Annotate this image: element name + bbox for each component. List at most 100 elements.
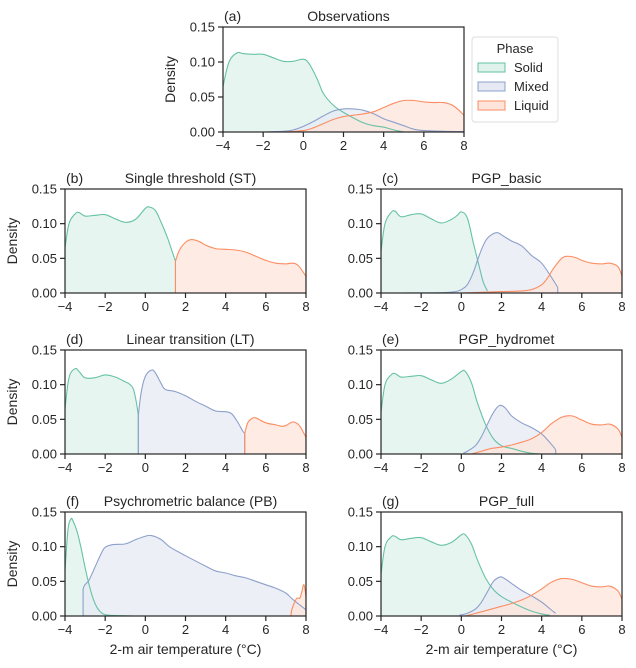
legend-swatch-mixed — [477, 81, 506, 92]
y-tick-label: 0.00 — [348, 286, 373, 301]
y-tick-label: 0.15 — [32, 182, 57, 197]
panel-g: −4 −2 0 2 4 6 8 0.00 0.05 0.10 0.15 (g) PGP_full 2-m … — [348, 493, 626, 657]
x-tick-label: 0 — [458, 622, 465, 637]
panel-d: −4 −2 0 2 4 6 8 0.00 0.05 0.10 0.15 (d) Linear trans… — [4, 331, 310, 475]
y-tick-label: 0.05 — [32, 251, 57, 266]
x-tick-label: 8 — [302, 460, 309, 475]
y-tick-label: 0.05 — [190, 90, 215, 105]
legend-swatch-solid — [477, 62, 506, 73]
area-mixed-c — [401, 232, 558, 293]
plot-area-a — [223, 51, 464, 132]
x-tick-label: −4 — [374, 299, 389, 314]
x-tick-label: 8 — [460, 138, 467, 153]
area-liquid-c — [461, 256, 622, 293]
y-tick-label: 0.05 — [32, 412, 57, 427]
x-tick-label: −4 — [58, 460, 73, 475]
area-solid-d — [65, 368, 139, 454]
area-liquid-f — [290, 584, 306, 616]
area-liquid-d — [244, 417, 306, 454]
line-solid-g — [381, 533, 550, 616]
x-tick-label: −2 — [98, 299, 113, 314]
line-liquid-d — [244, 417, 306, 438]
y-axis-title: Density — [162, 56, 178, 103]
plot-area-f — [65, 517, 306, 616]
panel-e: −4 −2 0 2 4 6 8 0.00 0.05 0.10 0.15 (e) PGP_hydromet — [348, 331, 626, 475]
y-tick-label: 0.00 — [348, 609, 373, 624]
x-tick-label: −2 — [98, 460, 113, 475]
x-tick-label: 6 — [262, 460, 269, 475]
plot-area-g — [381, 533, 622, 616]
x-tick-label: 8 — [618, 299, 625, 314]
y-tick-label: 0.15 — [348, 182, 373, 197]
x-tick-label: 0 — [142, 622, 149, 637]
x-tick-label: −2 — [414, 460, 429, 475]
panel-b: −4 −2 0 2 4 6 8 0.00 0.05 0.10 0.15 (b) Single thres… — [4, 170, 310, 314]
x-tick-label: 4 — [380, 138, 387, 153]
area-solid-a — [223, 52, 404, 132]
panel-label: (b) — [66, 170, 83, 186]
y-tick-label: 0.10 — [348, 377, 373, 392]
x-tick-label: 2 — [182, 299, 189, 314]
plot-area-d — [65, 367, 306, 454]
line-mixed-a — [263, 108, 464, 132]
area-liquid-a — [283, 100, 464, 132]
x-tick-label: 4 — [538, 622, 545, 637]
y-tick-label: 0.00 — [190, 125, 215, 140]
area-solid-c — [381, 210, 488, 293]
x-tick-label: 6 — [578, 299, 585, 314]
line-mixed-e — [463, 404, 557, 454]
line-solid-b — [65, 206, 176, 262]
x-tick-label: 8 — [618, 460, 625, 475]
area-liquid-b — [175, 239, 306, 293]
x-tick-label: 2 — [182, 460, 189, 475]
x-tick-label: 0 — [142, 460, 149, 475]
panel-title: Single threshold (ST) — [125, 170, 257, 186]
panel-title: Observations — [307, 8, 389, 24]
x-tick-label: 0 — [458, 299, 465, 314]
area-mixed-d — [138, 369, 245, 454]
x-tick-label: 4 — [222, 460, 229, 475]
x-tick-label: 6 — [262, 622, 269, 637]
x-tick-label: −4 — [58, 622, 73, 637]
legend-label-solid: Solid — [514, 60, 543, 75]
plot-area-c — [381, 210, 622, 293]
line-mixed-c — [401, 232, 559, 293]
x-tick-label: 6 — [262, 299, 269, 314]
x-axis-title: 2-m air temperature (°C) — [110, 641, 262, 657]
y-tick-label: 0.15 — [348, 505, 373, 520]
area-solid-g — [381, 533, 550, 616]
y-tick-label: 0.10 — [32, 539, 57, 554]
y-tick-label: 0.00 — [32, 447, 57, 462]
x-tick-label: 4 — [222, 299, 229, 314]
x-tick-label: 6 — [578, 622, 585, 637]
y-axis-title: Density — [4, 379, 20, 426]
panel-label: (c) — [382, 170, 398, 186]
line-solid-d — [65, 367, 139, 416]
legend: Phase Solid Mixed Liquid — [471, 36, 559, 123]
panel-label: (f) — [66, 493, 79, 509]
x-tick-label: 0 — [458, 460, 465, 475]
panel-label: (a) — [224, 8, 241, 24]
panel-title: Psychrometric balance (PB) — [104, 493, 278, 509]
y-tick-label: 0.05 — [32, 574, 57, 589]
area-liquid-g — [465, 578, 622, 616]
x-tick-label: −2 — [414, 299, 429, 314]
x-tick-label: 8 — [618, 622, 625, 637]
panel-label: (e) — [382, 331, 399, 347]
y-tick-label: 0.15 — [348, 343, 373, 358]
x-tick-label: 2 — [498, 460, 505, 475]
plot-area-b — [65, 206, 306, 293]
x-tick-label: 0 — [300, 138, 307, 153]
line-liquid-a — [283, 99, 464, 132]
panel-f: −4 −2 0 2 4 6 8 0.00 0.05 0.10 0.15 (f) Psychrometri… — [4, 493, 310, 657]
plot-area-e — [381, 369, 622, 454]
area-solid-b — [65, 206, 176, 293]
x-axis-title: 2-m air temperature (°C) — [426, 641, 578, 657]
x-tick-label: 4 — [222, 622, 229, 637]
x-tick-label: −4 — [216, 138, 231, 153]
line-mixed-f — [82, 534, 306, 616]
y-tick-label: 0.00 — [348, 447, 373, 462]
line-liquid-e — [471, 415, 622, 454]
x-tick-label: −4 — [58, 299, 73, 314]
x-tick-label: 6 — [420, 138, 427, 153]
